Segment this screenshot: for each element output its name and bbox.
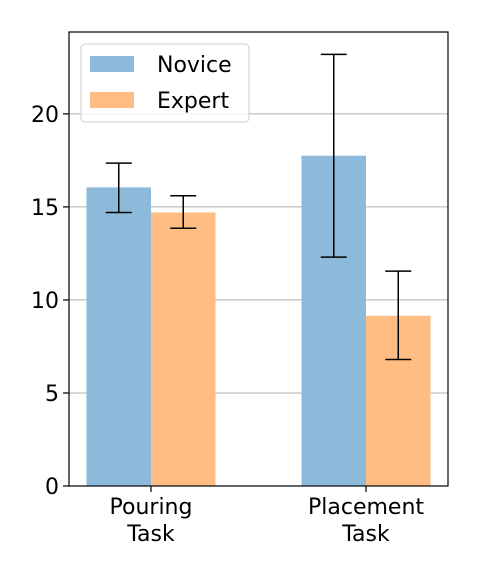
bar-novice bbox=[86, 187, 151, 487]
legend-swatch-novice bbox=[90, 56, 134, 72]
bars bbox=[86, 155, 431, 487]
y-tick-label: 10 bbox=[31, 289, 59, 314]
y-axis-ticks: 0 5 10 15 20 bbox=[31, 103, 69, 500]
plot-frame bbox=[68, 31, 449, 487]
x-tick-label: Task bbox=[341, 522, 390, 547]
y-tick-label: 20 bbox=[31, 103, 59, 128]
legend: Novice Expert bbox=[80, 43, 250, 123]
y-tick-label: 15 bbox=[31, 196, 59, 221]
error-bars bbox=[105, 53, 412, 361]
legend-label-novice: Novice bbox=[157, 53, 232, 78]
x-tick-label: Task bbox=[126, 522, 175, 547]
y-tick-label: 0 bbox=[45, 475, 59, 500]
legend-label-expert: Expert bbox=[157, 89, 229, 114]
x-tick-label: Placement bbox=[308, 495, 424, 520]
bar-expert bbox=[151, 212, 216, 486]
y-tick-label: 5 bbox=[45, 382, 59, 407]
x-tick-label: Pouring bbox=[110, 495, 193, 520]
legend-swatch-expert bbox=[90, 92, 134, 108]
